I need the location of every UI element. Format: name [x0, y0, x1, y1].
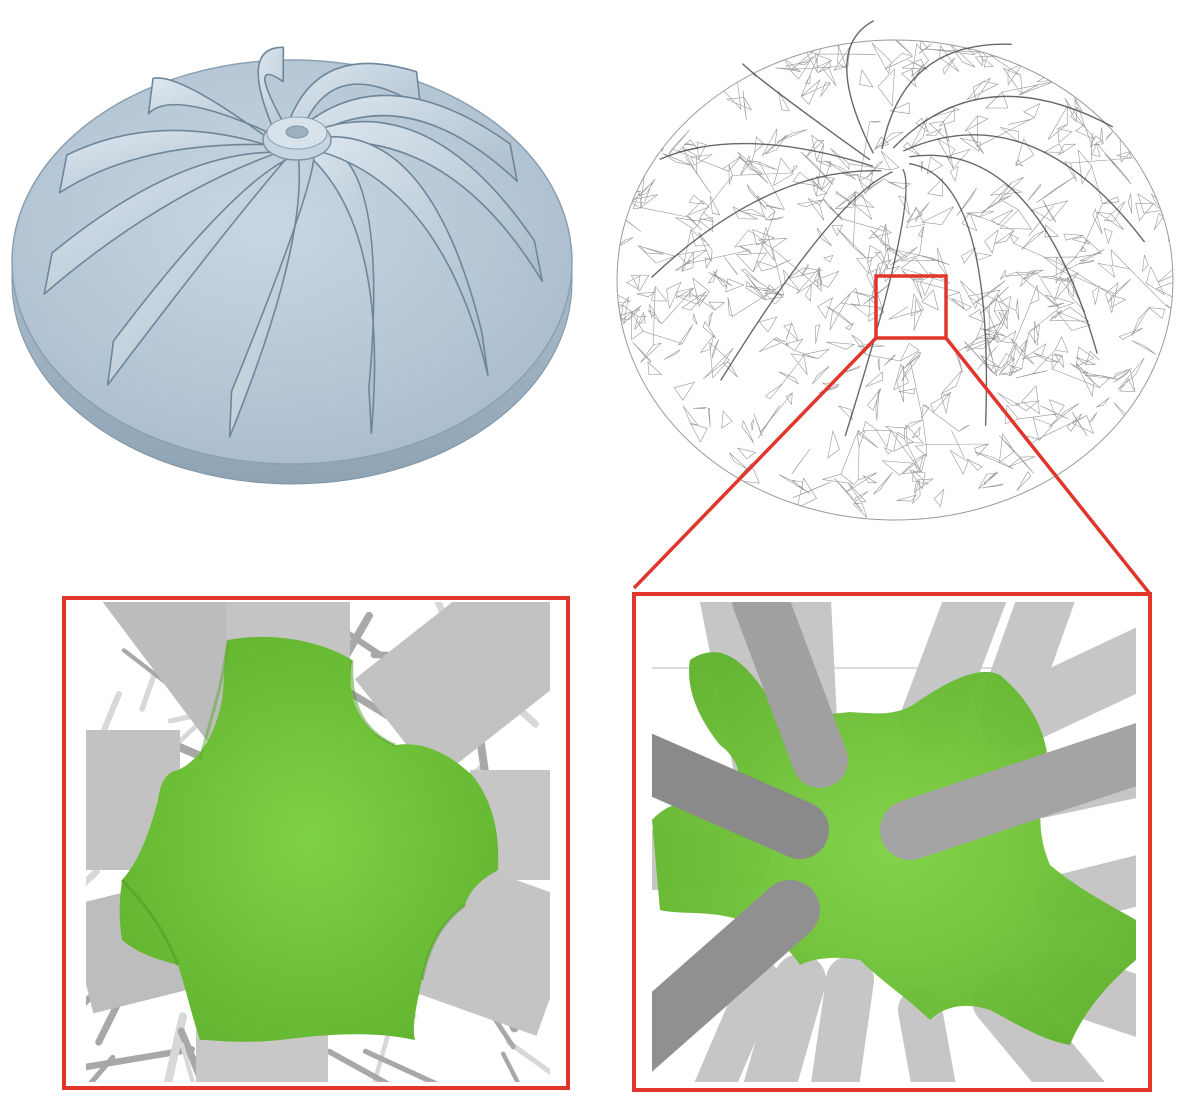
impeller-blade — [106, 145, 300, 386]
wireframe-blade-edge — [741, 63, 871, 161]
lattice-strut — [898, 988, 956, 1082]
node-zoom-left — [62, 596, 570, 1090]
background-rod — [505, 1039, 550, 1076]
front-struts-right — [652, 602, 1136, 1072]
lattice-strut-front — [652, 880, 820, 1072]
wireframe-mesh-lines — [617, 40, 1173, 518]
lattice-strut-front — [880, 723, 1136, 860]
wireframe-blade-edge — [844, 168, 907, 437]
zoom-frame-right — [632, 592, 1152, 1092]
lattice-strut — [743, 954, 826, 1082]
background-rod — [500, 1051, 521, 1082]
background-rod — [179, 1042, 195, 1082]
wireframe-blade-edge — [659, 142, 874, 168]
wireframe-blade-edge — [909, 154, 1098, 354]
wireframe-blade-edge — [903, 134, 1146, 243]
impeller-blade — [58, 129, 298, 194]
lattice-strut — [982, 602, 1075, 728]
lattice-strut-front — [652, 733, 829, 859]
wireframe-blade-edge — [720, 171, 893, 381]
impeller-solid-model — [11, 46, 573, 485]
wireframe-outline — [616, 39, 1174, 521]
highlight-box — [874, 274, 948, 340]
background-rod — [362, 1048, 439, 1082]
green-node-left — [119, 636, 499, 1042]
lattice-strut-front — [732, 602, 848, 788]
wireframe-blade-edge — [650, 170, 882, 278]
lattice-strut — [694, 960, 780, 1082]
background-rod — [326, 1048, 391, 1082]
background-rod — [86, 868, 100, 886]
node-zoom-right — [632, 592, 1152, 1092]
impeller-blade — [147, 77, 298, 147]
zoom-line-right — [944, 336, 1152, 596]
background-rod — [99, 690, 122, 738]
wireframe-blades — [650, 20, 1146, 437]
impeller-blade — [43, 145, 298, 295]
wireframe-blade-edge — [881, 43, 1012, 150]
impeller-blade — [228, 145, 315, 438]
impeller-blade — [296, 94, 518, 183]
impeller-blade — [296, 135, 489, 377]
impeller-hub-bore — [285, 125, 309, 139]
background-rod — [88, 1054, 116, 1082]
impeller-blade — [257, 46, 298, 147]
wireframe-blade-edge — [846, 20, 875, 154]
zoom-frame-left — [62, 596, 570, 1090]
zoom-highlight — [632, 274, 1152, 596]
wireframe-blade-edge — [908, 162, 988, 426]
impeller-blades — [43, 46, 544, 438]
impeller-wireframe-mesh — [616, 20, 1174, 521]
lattice-strut — [811, 956, 874, 1082]
lattice-strut — [980, 627, 1136, 750]
zoom-line-left — [632, 336, 878, 590]
impeller-blade — [296, 144, 376, 435]
wireframe-blade-edge — [892, 95, 1114, 149]
